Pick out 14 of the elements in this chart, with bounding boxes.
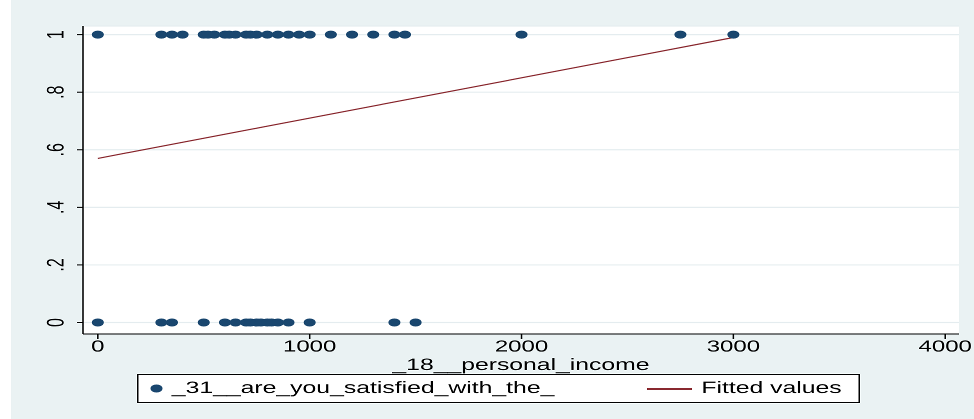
legend-label: Fitted values <box>701 379 842 398</box>
x-tick-label: 2000 <box>494 338 548 356</box>
x-tick-label: 0 <box>91 338 105 356</box>
x-axis-title: _18__personal_income <box>391 356 650 374</box>
x-tick-label: 3000 <box>706 338 760 356</box>
y-tick-label: .6 <box>43 143 70 156</box>
y-tick-label: .4 <box>43 200 70 214</box>
y-tick-label: .2 <box>43 258 70 272</box>
y-tick-label: 0 <box>43 318 70 327</box>
y-tick-label: 1 <box>43 30 70 40</box>
x-tick-label: 4000 <box>918 338 972 356</box>
x-tick-label: 1000 <box>283 338 336 356</box>
legend-label: _31__are_you_satisfied_with_the_ <box>172 379 554 398</box>
y-tick-label: .8 <box>43 86 70 99</box>
